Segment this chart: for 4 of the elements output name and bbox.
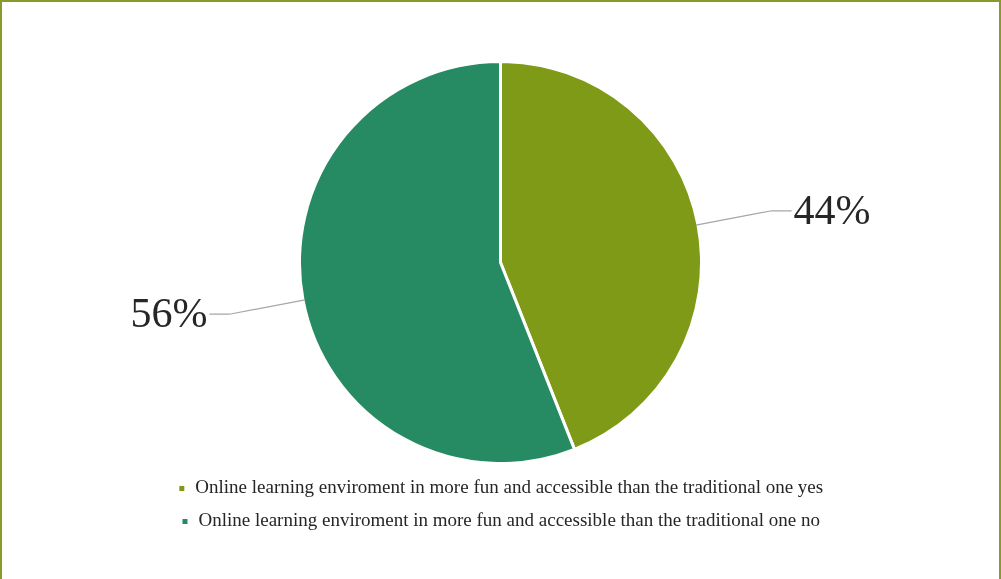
legend-label: Online learning enviroment in more fun and accessible than the traditional one no [198, 509, 821, 531]
legend-label: Online learning enviroment in more fun and accessible than the traditional one yes [195, 476, 824, 498]
data-label: 56% [130, 290, 208, 337]
data-label: 44% [793, 186, 871, 233]
